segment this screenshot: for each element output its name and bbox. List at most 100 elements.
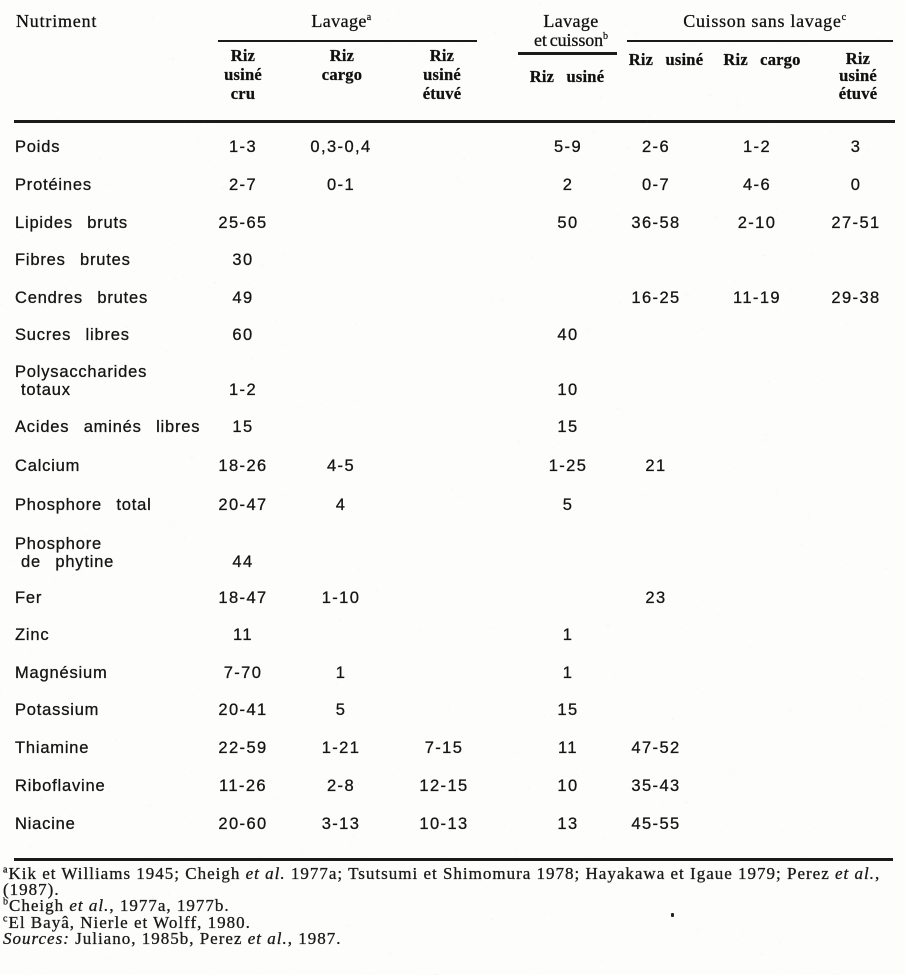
row-label-line: Riboflavine: [15, 777, 106, 795]
row-label-line: Fer: [15, 588, 43, 607]
footnotes: aKik et Williams 1945; Cheigh et al. 197…: [3, 864, 903, 948]
table-cell: 2: [562, 175, 574, 194]
table-cell: 4-5: [326, 456, 356, 475]
table-cell: 20-60: [218, 815, 268, 833]
table-cell: 0-1: [326, 175, 356, 194]
row-label: Lipides bruts: [15, 213, 128, 231]
table-cell: 15: [557, 701, 579, 719]
table-cell: 1-21: [321, 739, 361, 757]
table-cell: 29-38: [831, 288, 881, 307]
table-cell: 7-70: [223, 663, 263, 682]
row-label-line: Protéines: [15, 175, 92, 194]
subheader-line: Riz usiné: [529, 66, 605, 86]
row-label-line: Thiamine: [15, 739, 90, 757]
table-cell: 0-7: [641, 175, 671, 194]
row-label: Zinc: [15, 626, 49, 644]
table-cell: 18-47: [218, 588, 268, 607]
row-label-line: de phytine: [21, 552, 115, 571]
row-label: Fibres brutes: [15, 251, 131, 269]
table-cell: 1-10: [321, 588, 361, 607]
row-label-line: Zinc: [15, 626, 50, 644]
row-label: Phosphore total: [15, 496, 152, 514]
table-cell: 35-43: [631, 777, 681, 795]
subheader-riz-cargo-sans-lavage: Riz cargo: [712, 50, 812, 69]
header-separator-rule: [14, 120, 895, 123]
column-header-nutriment: Nutriment: [16, 11, 98, 31]
subheader-line: Riz cargo: [723, 50, 801, 69]
table-cell: 5: [562, 496, 574, 514]
row-label: Potassium: [15, 701, 99, 719]
subheader-riz-usine-cuisson: Riz usiné: [517, 66, 617, 86]
row-label: Acides aminés libres: [15, 418, 200, 436]
subheader-line: Riz usiné: [628, 50, 704, 69]
table-cell: 23: [645, 588, 667, 607]
row-label: Protéines: [15, 175, 92, 194]
table-cell: 1: [335, 663, 347, 682]
group-header-lavage-et-cuisson: Lavage et cuissonb: [534, 10, 608, 50]
row-label: Phosphore de phytine: [15, 534, 115, 571]
table-cell: 45-55: [631, 815, 681, 833]
footnote-text: Juliano, 1985b, Perez: [69, 928, 248, 948]
table-cell: 47-52: [631, 739, 681, 757]
table-cell: 15: [232, 418, 254, 436]
row-label: Riboflavine: [15, 777, 105, 795]
table-cell: 11-26: [219, 777, 267, 795]
table-cell: 30: [232, 251, 254, 269]
table-cell: 5-9: [553, 138, 583, 156]
row-label-line: Calcium: [15, 456, 81, 475]
footnote-marker-b: b: [603, 31, 608, 42]
subheader-line: usiné: [839, 66, 877, 85]
subheader-line: Riz: [230, 45, 256, 65]
table-cell: 13: [557, 815, 579, 833]
subheader-line: cru: [230, 83, 256, 103]
table-cell: 1-2: [742, 138, 772, 156]
table-cell: 2-10: [737, 213, 777, 232]
table-cell: 10: [557, 380, 579, 399]
subheader-line: usiné: [423, 64, 461, 84]
table-cell: 1-2: [228, 380, 258, 399]
table-cell: 44: [232, 552, 254, 571]
table-cell: 3-13: [321, 815, 361, 833]
subheader-line: cargo: [321, 64, 363, 84]
table-cell: 10-13: [419, 815, 469, 833]
table-cell: 1: [562, 626, 574, 644]
row-label-line: Potassium: [15, 701, 100, 719]
row-label-line: Magnésium: [15, 663, 108, 682]
footnote-text-italic: et al.: [835, 864, 876, 883]
footnote-text: , 1987.: [287, 928, 342, 948]
footnote-marker-a: a: [366, 11, 372, 23]
row-label: Calcium: [15, 456, 81, 475]
subheader-line: Riz: [329, 45, 355, 65]
footnote-text: 1977a; Tsutsumi et Shimomura 1978; Hayak…: [285, 864, 836, 883]
row-label-line: Cendres brutes: [15, 288, 149, 307]
row-label-line: Acides aminés libres: [15, 418, 201, 436]
footnote-line: Sources: Juliano, 1985b, Perez et al., 1…: [3, 928, 903, 948]
row-label-line: Fibres brutes: [15, 251, 131, 269]
subheader-line: Riz: [429, 45, 455, 65]
table-cell: 12-15: [419, 777, 469, 795]
table-cell: 49: [232, 288, 254, 307]
row-label: Thiamine: [15, 739, 89, 757]
footnote-text-italic: et al.: [247, 928, 288, 948]
table-cell: 20-47: [218, 496, 268, 514]
table-cell: 0,3-0,4: [310, 138, 372, 156]
subheader-line: usiné: [224, 64, 262, 84]
table-cell: 20-41: [218, 701, 268, 719]
table-cell: 4-6: [742, 175, 772, 194]
row-label: Sucres libres: [15, 326, 130, 344]
rule-under-lavage: [218, 40, 477, 42]
subheader-riz-usine-cru: Riz usiné cru: [203, 45, 283, 103]
row-label-line: Polysaccharides: [15, 362, 148, 381]
row-label: Niacine: [15, 815, 76, 833]
row-label-line: totaux: [21, 380, 71, 399]
footnote-text: ,: [875, 864, 881, 883]
subheader-line: Riz: [845, 48, 871, 68]
table-cell: 0: [850, 175, 862, 194]
subheader-riz-cargo: Riz cargo: [302, 45, 382, 84]
table-cell: 11: [558, 739, 578, 757]
row-label: Fer: [15, 588, 43, 607]
table-cell: 60: [232, 326, 254, 344]
table-cell: 1: [562, 663, 574, 682]
subheader-riz-usine-etuve-sans-lavage: Riz usiné étuvé: [818, 48, 898, 103]
